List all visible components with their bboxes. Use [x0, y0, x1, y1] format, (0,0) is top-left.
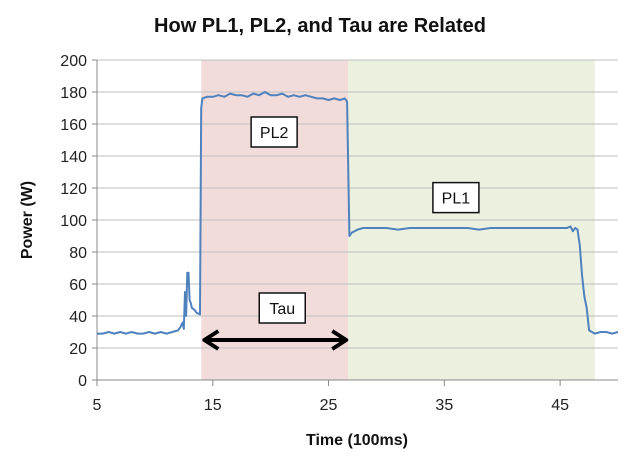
y-axis-label: Power (W) [19, 181, 36, 259]
x-tick-label: 25 [320, 397, 338, 414]
annotation-box [250, 116, 298, 148]
annotation-pl2: PL2 [260, 125, 289, 142]
annotation-tau: Tau [269, 301, 295, 318]
y-tick-label: 0 [78, 373, 87, 390]
y-tick-label: 140 [60, 149, 87, 166]
y-tick-label: 60 [69, 277, 87, 294]
chart-title: How PL1, PL2, and Tau are Related [154, 15, 486, 37]
x-tick-label: 5 [93, 397, 102, 414]
y-tick-label: 120 [60, 181, 87, 198]
tau-arrow-left-head [202, 329, 220, 351]
y-tick-label: 20 [69, 341, 87, 358]
tau-arrow-right-head [331, 329, 349, 351]
annotation-pl1: PL1 [442, 191, 471, 208]
y-tick-label: 160 [60, 117, 87, 134]
y-tick-label: 80 [69, 245, 87, 262]
x-tick-label: 15 [204, 397, 222, 414]
y-tick-label: 200 [60, 53, 87, 70]
x-tick-label: 35 [435, 397, 453, 414]
x-axis-label: Time (100ms) [306, 432, 408, 449]
y-tick-label: 180 [60, 85, 87, 102]
y-tick-label: 40 [69, 309, 87, 326]
y-tick-label: 100 [60, 213, 87, 230]
annotation-box [258, 292, 306, 324]
x-tick-label: 45 [551, 397, 569, 414]
power-series-line [97, 91, 619, 335]
annotation-box [432, 181, 480, 214]
